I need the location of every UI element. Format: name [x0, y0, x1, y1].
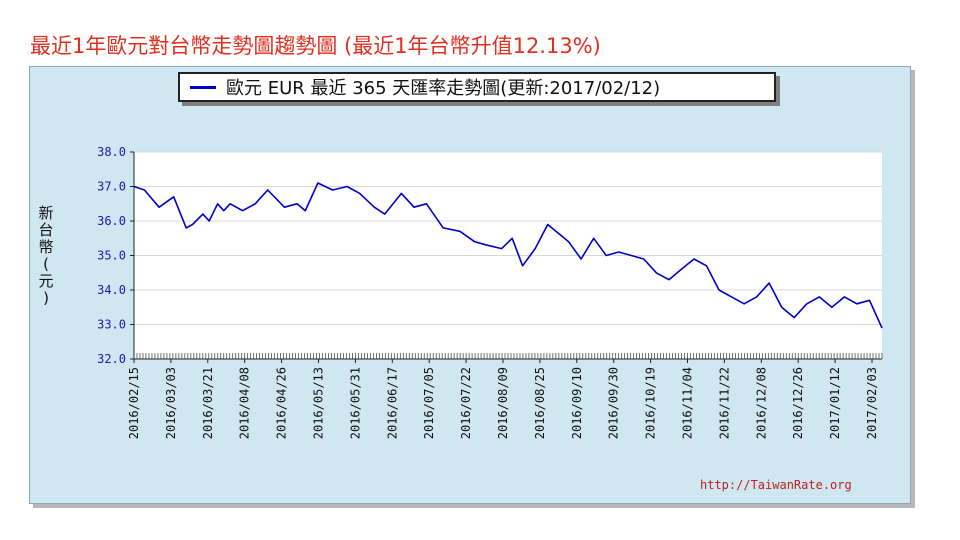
y-tick-label: 36.0: [97, 214, 126, 228]
x-tick-label: 2016/12/26: [791, 367, 805, 439]
x-tick-label: 2016/06/17: [385, 367, 399, 439]
x-tick-label: 2016/09/10: [570, 367, 584, 439]
x-axis-ticks: 2016/02/15 2016/03/03 2016/03/21 2016/04/08…: [127, 359, 879, 439]
y-axis-title-char: 新: [38, 204, 53, 222]
source-link[interactable]: http://TaiwanRate.org: [700, 478, 852, 492]
x-tick-label: 2016/05/31: [348, 367, 362, 439]
x-tick-label: 2016/08/09: [496, 367, 510, 439]
y-axis-title-char: (: [43, 255, 49, 273]
x-tick-label: 2016/07/05: [422, 367, 436, 439]
y-tick-label: 35.0: [97, 249, 126, 263]
x-tick-label: 2016/04/26: [275, 367, 289, 439]
y-tick-label: 38.0: [97, 145, 126, 159]
y-tick-label: 33.0: [97, 318, 126, 332]
legend-swatch: [190, 85, 216, 89]
x-tick-label: 2016/05/13: [312, 367, 326, 439]
x-tick-label: 2016/08/25: [533, 367, 547, 439]
x-tick-label: 2016/03/21: [201, 367, 215, 439]
x-tick-label: 2016/07/22: [459, 367, 473, 439]
y-tick-label: 37.0: [97, 180, 126, 194]
x-tick-label: 2016/11/04: [681, 367, 695, 439]
y-axis-title: 新台幣(元): [38, 204, 53, 307]
x-tick-label: 2016/04/08: [238, 367, 252, 439]
y-tick-label: 32.0: [97, 352, 126, 366]
x-tick-label: 2016/03/03: [164, 367, 178, 439]
x-tick-label: 2016/11/22: [717, 367, 731, 439]
x-axis-minor-ticks: [133, 353, 883, 359]
y-axis-ticks: 32.0 33.0 34.0 35.0 36.0 37.0 38.0: [97, 145, 134, 366]
y-axis-title-char: ): [43, 289, 49, 307]
y-axis-title-char: 幣: [38, 238, 53, 256]
y-tick-label: 34.0: [97, 283, 126, 297]
legend: 歐元 EUR 最近 365 天匯率走勢圖(更新:2017/02/12): [178, 72, 776, 102]
x-tick-label: 2017/01/12: [828, 367, 842, 439]
x-tick-label: 2016/12/08: [754, 367, 768, 439]
y-axis-title-char: 元: [38, 272, 53, 290]
x-tick-label: 2016/09/30: [607, 367, 621, 439]
x-tick-label: 2017/02/03: [865, 367, 879, 439]
page-title: 最近1年歐元對台幣走勢圖趨勢圖 (最近1年台幣升值12.13%): [30, 34, 601, 58]
series-line-eur: [133, 182, 883, 329]
legend-label: 歐元 EUR 最近 365 天匯率走勢圖(更新:2017/02/12): [226, 78, 661, 99]
x-tick-label: 2016/10/19: [644, 367, 658, 439]
y-axis-title-char: 台: [38, 221, 53, 239]
x-tick-label: 2016/02/15: [127, 367, 141, 439]
